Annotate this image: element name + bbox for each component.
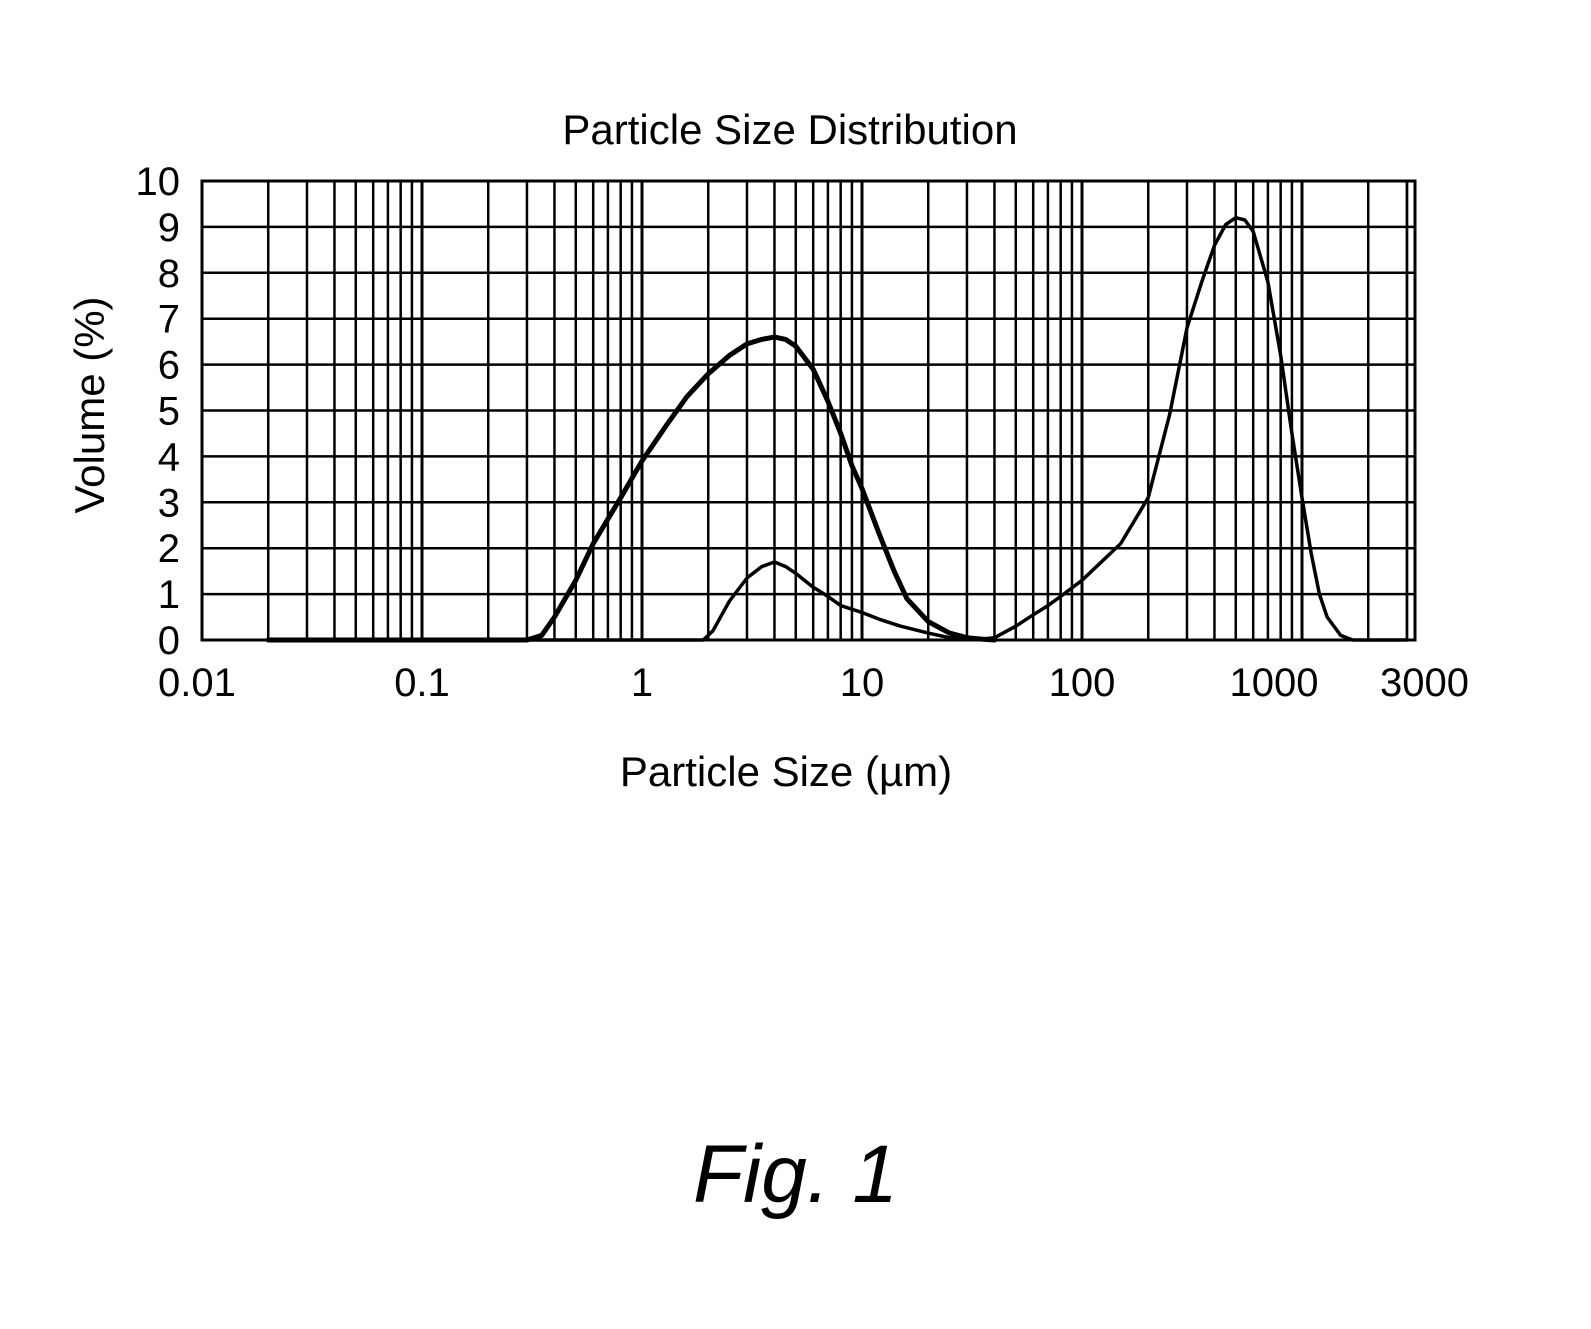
x-tick-label: 10 (840, 661, 885, 705)
y-tick-label: 3 (158, 481, 180, 525)
x-tick-labels: 0.01 0.1 1 10 100 1000 3000 (158, 661, 1469, 705)
y-tick-label: 6 (158, 344, 180, 388)
x-tick-label: 1 (631, 661, 653, 705)
x-tick-label: 1000 (1230, 661, 1319, 705)
x-tick-label: 100 (1049, 661, 1116, 705)
y-tick-label: 4 (158, 435, 180, 479)
y-tick-label: 8 (158, 252, 180, 296)
figure-caption: Fig. 1 (0, 1128, 1591, 1222)
y-tick-label: 7 (158, 298, 180, 342)
x-tick-label: 0.1 (394, 661, 450, 705)
x-tick-label: 0.01 (158, 661, 236, 705)
y-tick-label: 9 (158, 206, 180, 250)
x-axis-label: Particle Size (µm) (620, 748, 952, 795)
y-axis-label: Volume (%) (66, 296, 113, 513)
x-tick-label: 3000 (1380, 661, 1469, 705)
y-tick-labels: 012345678910 (136, 160, 181, 663)
y-tick-label: 5 (158, 390, 180, 434)
y-tick-label: 10 (136, 160, 181, 204)
chart-gridlines (202, 181, 1415, 640)
y-tick-label: 2 (158, 527, 180, 571)
y-tick-label: 1 (158, 573, 180, 617)
y-tick-label: 0 (158, 619, 180, 663)
chart-title: Particle Size Distribution (562, 106, 1017, 153)
